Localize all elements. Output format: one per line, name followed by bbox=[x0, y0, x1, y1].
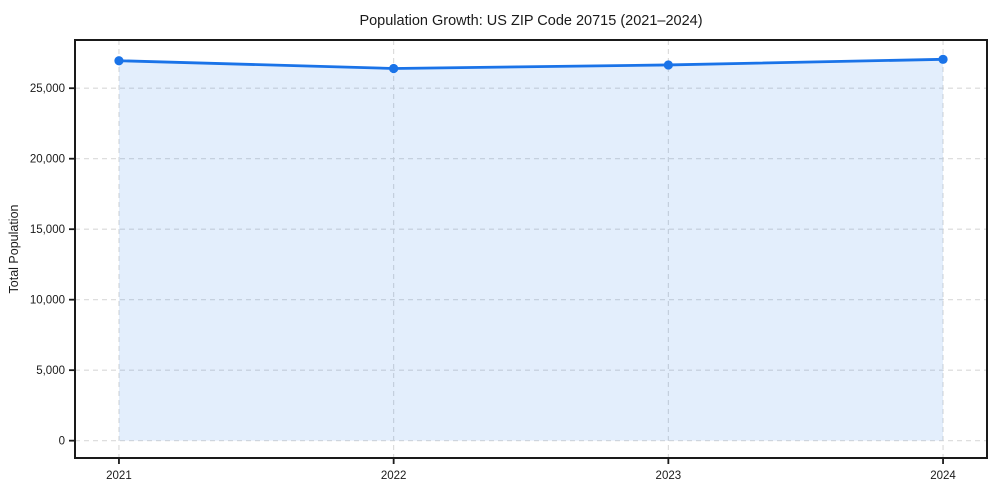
x-tick-label: 2023 bbox=[656, 470, 682, 482]
gridlines-layer bbox=[75, 40, 987, 458]
y-tick-label: 20,000 bbox=[30, 154, 65, 166]
x-tick-label: 2022 bbox=[381, 470, 407, 482]
data-point-marker bbox=[389, 63, 399, 74]
axes-layer: 0 5,000 10,000 15,000 20,000 25,000 2021 2022 20… bbox=[30, 39, 988, 482]
y-tick-label: 10,000 bbox=[30, 295, 65, 307]
data-point-marker bbox=[114, 56, 124, 66]
chart-title: Population Growth: US ZIP Code 20715 (20… bbox=[359, 13, 702, 29]
y-tick-label: 25,000 bbox=[30, 83, 65, 95]
y-tick-label: 15,000 bbox=[30, 224, 65, 236]
plot-border bbox=[74, 39, 988, 459]
area-fill bbox=[118, 59, 944, 441]
y-axis-label: Total Population bbox=[7, 204, 21, 293]
y-tick-label: 0 bbox=[59, 436, 65, 448]
x-tick-label: 2024 bbox=[930, 470, 956, 482]
data-point-marker bbox=[938, 54, 948, 64]
x-tick-label: 2021 bbox=[106, 470, 132, 482]
data-line bbox=[117, 57, 945, 70]
data-layer bbox=[114, 54, 948, 441]
y-tick-label: 5,000 bbox=[36, 365, 65, 377]
data-point-marker bbox=[663, 60, 673, 70]
